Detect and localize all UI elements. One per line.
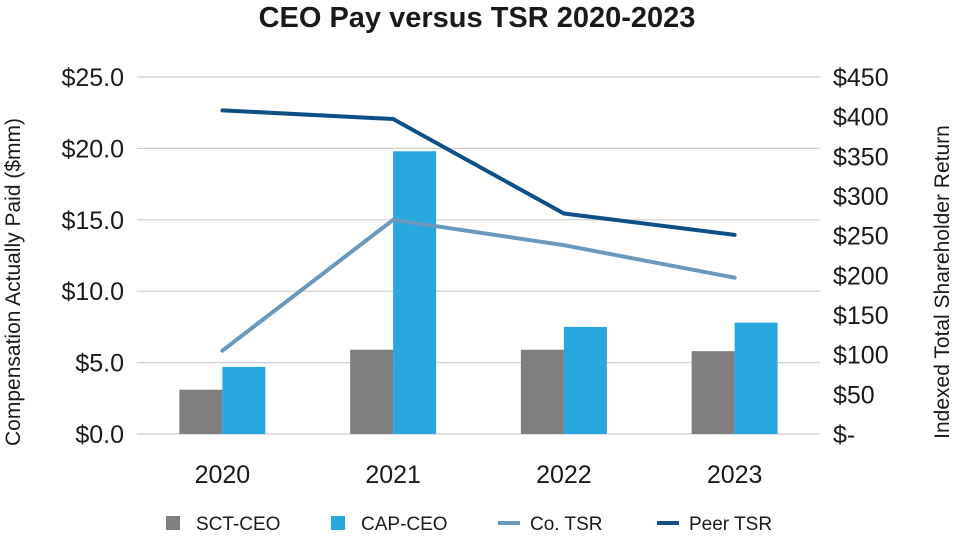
tsr-lines (220, 108, 737, 353)
legend-swatch-cap-ceo (331, 516, 345, 530)
bar-cap-ceo (393, 151, 437, 435)
bar-sct-ceo (350, 349, 394, 434)
bars (179, 151, 778, 435)
right-tick-label: $150 (833, 302, 889, 330)
right-axis: $- $50 $100 $150 $200 $250 $300 $350 $400 $450 (833, 64, 889, 449)
bar-sct-ceo (179, 389, 223, 434)
x-tick-label: 2020 (195, 461, 251, 489)
legend-label: CAP-CEO (361, 514, 448, 535)
right-axis-title: Indexed Total Shareholder Return (931, 125, 954, 439)
right-tick-label: $400 (833, 104, 889, 132)
legend-label: SCT-CEO (196, 514, 280, 535)
left-tick-label: $0.0 (75, 421, 124, 449)
legend-label: Co. TSR (530, 514, 603, 535)
left-tick-label: $15.0 (61, 207, 124, 235)
x-tick-label: 2022 (536, 461, 592, 489)
line-co-tsr (220, 217, 737, 353)
bar-cap-ceo (734, 322, 778, 434)
left-tick-label: $10.0 (61, 278, 124, 306)
legend: SCT-CEO CAP-CEO Co. TSR Peer TSR (166, 514, 772, 535)
right-tick-label: $50 (833, 381, 875, 409)
bar-cap-ceo (563, 326, 607, 434)
left-axis: $0.0 $5.0 $10.0 $15.0 $20.0 $25.0 (61, 64, 124, 449)
bar-sct-ceo (691, 351, 735, 434)
left-axis-title: Compensation Actually Paid ($mm) (2, 118, 25, 446)
x-tick-label: 2023 (707, 461, 763, 489)
legend-label: Peer TSR (689, 514, 772, 535)
bar-cap-ceo (222, 366, 266, 434)
left-tick-label: $25.0 (61, 64, 124, 92)
x-tick-label: 2021 (365, 461, 421, 489)
right-tick-label: $100 (833, 342, 889, 370)
left-tick-label: $5.0 (75, 350, 124, 378)
x-axis: 2020 2021 2022 2023 (195, 461, 763, 489)
right-tick-label: $- (833, 421, 855, 449)
chart-title: CEO Pay versus TSR 2020-2023 (259, 2, 696, 34)
right-tick-label: $200 (833, 262, 889, 290)
legend-swatch-sct-ceo (166, 516, 180, 530)
right-tick-label: $250 (833, 223, 889, 251)
right-tick-label: $450 (833, 64, 889, 92)
right-tick-label: $350 (833, 143, 889, 171)
right-tick-label: $300 (833, 183, 889, 211)
bar-sct-ceo (520, 349, 564, 434)
line-peer-tsr (220, 108, 737, 237)
left-tick-label: $20.0 (61, 135, 124, 163)
